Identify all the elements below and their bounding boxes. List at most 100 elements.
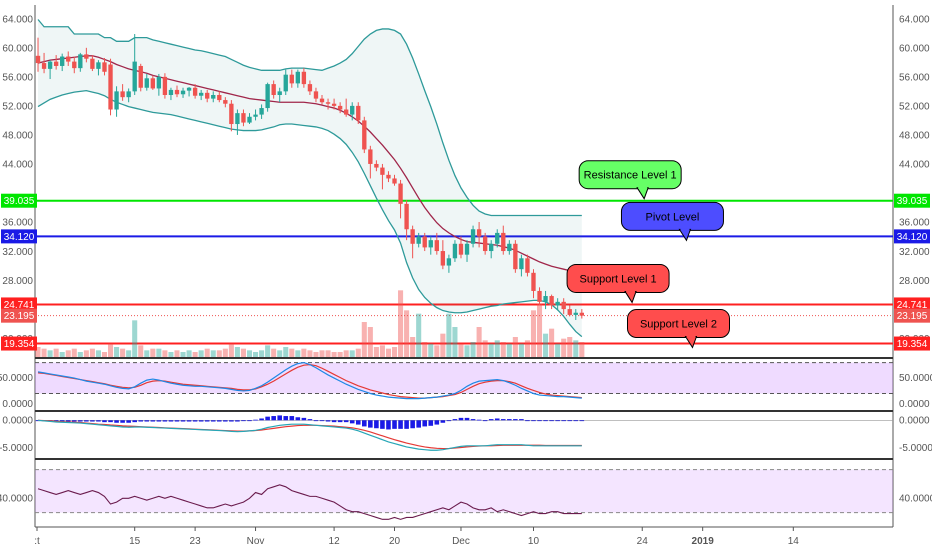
candle-body: [96, 62, 101, 69]
candle-body: [392, 178, 397, 184]
macd-histogram-bar: [247, 420, 252, 422]
level-price-label-bg: [894, 193, 930, 208]
volume-bar: [325, 350, 331, 357]
volume-bar: [144, 350, 150, 357]
price-tick-right: 44.000: [899, 160, 930, 171]
candle-body: [368, 149, 373, 164]
macd-histogram-bar: [295, 417, 301, 421]
oscillator-2: 40.0000 40.0000: [0, 469, 932, 520]
macd-tick-left: -5.0000: [0, 443, 33, 454]
volume-bar: [482, 340, 488, 357]
macd-histogram-bar: [555, 420, 560, 422]
pane-1: [35, 5, 893, 357]
macd-histogram-bar: [416, 420, 421, 428]
macd-histogram-bar: [108, 420, 113, 423]
oscillator-1-tick-right: 50.0000: [899, 373, 932, 384]
level-price-label: 24.741: [897, 300, 928, 311]
price-tick-left: 32.000: [2, 247, 33, 258]
macd-histogram-bar: [301, 417, 307, 421]
macd-histogram-bar: [513, 419, 518, 421]
macd-histogram-bar: [343, 420, 349, 423]
volume-bar: [156, 348, 162, 357]
macd-histogram-bar: [500, 419, 506, 421]
volume-bar: [71, 348, 77, 357]
price-tick-left: 28.000: [2, 276, 33, 287]
volume-bar: [210, 350, 216, 357]
level-callout-label: Resistance Level 1: [584, 170, 677, 182]
volume-bar: [41, 348, 47, 357]
volume-bar: [289, 348, 295, 357]
panes: [34, 5, 894, 528]
candle-body: [495, 232, 500, 244]
level-price-label: 39.035: [4, 196, 35, 207]
macd-histogram-bar: [392, 420, 397, 429]
oscillator-1-line: [37, 361, 582, 400]
volume-bar: [355, 348, 361, 357]
macd-histogram-bar: [138, 420, 144, 422]
volume-bar: [253, 352, 259, 357]
volume-bar: [579, 342, 585, 357]
candle-body: [126, 91, 131, 98]
candle-body: [174, 89, 180, 95]
candle-body: [543, 296, 548, 302]
volume-bar: [573, 340, 579, 357]
volume-bar: [216, 350, 222, 357]
macd-histogram-bar: [464, 417, 470, 421]
candle-body: [350, 105, 355, 115]
volume-bar: [367, 327, 373, 357]
macd-histogram-bar: [144, 420, 150, 422]
volume-bar: [277, 350, 283, 357]
candle-body: [253, 114, 258, 117]
time-tick-label: 20: [389, 536, 401, 547]
macd-histogram-bar: [84, 420, 89, 422]
price-tick-right: 64.000: [899, 15, 930, 26]
volume-bar: [174, 350, 180, 357]
volume-bar: [246, 350, 253, 357]
price-tick-left: 60.000: [2, 44, 33, 55]
macd-histogram-bar: [241, 420, 246, 422]
candle-body: [259, 108, 264, 115]
macd-histogram-bar: [96, 420, 101, 422]
candle-body: [138, 65, 143, 88]
candle-body: [60, 56, 65, 66]
candle-body: [507, 243, 512, 252]
level-price-label: 19.354: [897, 339, 928, 350]
candle-body: [41, 63, 47, 69]
candle-body: [156, 76, 162, 89]
level-price-label: 24.741: [4, 300, 35, 311]
volume-bar: [506, 343, 512, 357]
macd-histogram-bar: [362, 420, 367, 427]
volume-bars: [35, 290, 585, 357]
volume-bar: [83, 350, 89, 357]
level-price-label: 39.035: [897, 196, 928, 207]
macd-histogram-bar: [488, 419, 494, 421]
macd-histogram-bar: [398, 420, 403, 429]
level-callout-label: Support Level 2: [640, 319, 717, 331]
volume-bar: [561, 338, 567, 357]
macd-histogram-bar: [561, 420, 566, 422]
volume-bar: [361, 322, 367, 357]
level-price-label-bg: [894, 336, 930, 351]
candle-body: [241, 113, 246, 123]
candle-body: [325, 102, 331, 104]
level-price-label-bg: [1, 336, 37, 351]
macd-histogram-bar: [573, 420, 579, 422]
macd-histogram-bar: [265, 416, 270, 421]
candle-body: [180, 90, 186, 95]
macd-histogram-bar: [446, 420, 452, 422]
candle-body: [356, 105, 361, 121]
macd-histogram-bar: [223, 420, 228, 422]
macd-histogram-bar: [549, 420, 554, 422]
volume-bar: [422, 342, 428, 357]
volume-bar: [283, 347, 289, 357]
macd-histogram-bar: [404, 420, 409, 429]
candle-body: [295, 71, 301, 84]
volume-bar: [259, 350, 265, 357]
candle-body: [66, 56, 71, 62]
macd-histogram-bar: [525, 420, 530, 422]
oscillator-1-tick-left: 0.0000: [2, 399, 33, 410]
oscillator-1: 50.0000 50.0000 0.0000 0.0000: [0, 361, 932, 410]
volume-bar: [114, 347, 120, 357]
